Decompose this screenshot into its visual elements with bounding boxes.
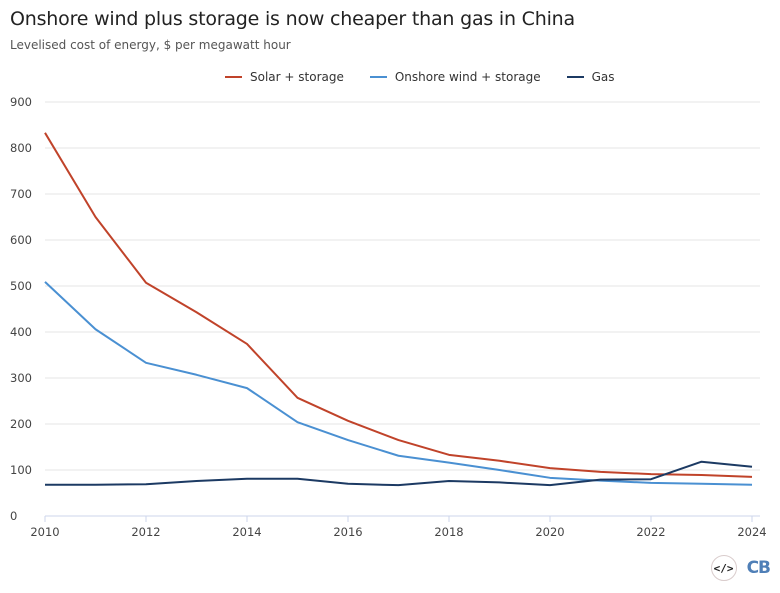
x-tick-label: 2010 xyxy=(30,525,59,539)
x-axis: 2010 2012 2014 2016 2018 2020 2022 2024 xyxy=(30,515,767,539)
series-line-solar-storage[interactable] xyxy=(44,132,753,478)
series-line-gas[interactable] xyxy=(45,460,753,487)
data-point[interactable] xyxy=(497,468,502,473)
legend-label-wind: Onshore wind + storage xyxy=(394,70,541,84)
data-point[interactable] xyxy=(750,474,755,479)
series-lines xyxy=(43,130,755,488)
data-point[interactable] xyxy=(750,464,755,469)
legend-item-solar[interactable]: Solar + storage xyxy=(225,70,344,84)
data-point[interactable] xyxy=(144,482,149,487)
y-tick-label: 900 xyxy=(10,95,32,109)
data-point[interactable] xyxy=(295,476,300,481)
data-point[interactable] xyxy=(93,215,98,220)
data-point[interactable] xyxy=(598,469,603,474)
carbon-brief-logo: CB xyxy=(746,558,771,578)
data-point[interactable] xyxy=(699,473,704,478)
data-point[interactable] xyxy=(548,466,553,471)
code-embed-icon[interactable]: </> xyxy=(710,555,737,581)
data-point[interactable] xyxy=(144,360,149,365)
y-tick-label: 0 xyxy=(10,509,17,523)
data-point[interactable] xyxy=(346,438,351,443)
data-point[interactable] xyxy=(447,479,452,484)
y-tick-label: 800 xyxy=(10,141,32,155)
series-line-onshore-wind-storage[interactable] xyxy=(44,281,753,486)
data-point[interactable] xyxy=(598,477,603,482)
x-tick-label: 2014 xyxy=(232,525,261,539)
data-point[interactable] xyxy=(497,458,502,463)
legend: Solar + storage Onshore wind + storage G… xyxy=(225,70,615,84)
y-tick-label: 500 xyxy=(10,279,32,293)
y-tick-label: 400 xyxy=(10,325,32,339)
data-point[interactable] xyxy=(93,327,98,332)
legend-swatch-solar xyxy=(225,76,242,78)
x-tick-label: 2012 xyxy=(131,525,160,539)
gridlines xyxy=(45,101,760,471)
legend-label-gas: Gas xyxy=(591,70,615,84)
data-point[interactable] xyxy=(295,395,300,400)
data-point[interactable] xyxy=(699,481,704,486)
y-tick-label: 700 xyxy=(10,187,32,201)
data-point[interactable] xyxy=(750,482,755,487)
legend-item-wind[interactable]: Onshore wind + storage xyxy=(369,70,541,84)
data-point[interactable] xyxy=(548,483,553,488)
data-point[interactable] xyxy=(396,453,401,458)
data-point[interactable] xyxy=(548,475,553,480)
data-point[interactable] xyxy=(245,341,250,346)
y-tick-label: 600 xyxy=(10,233,32,247)
data-point[interactable] xyxy=(194,372,199,377)
data-point[interactable] xyxy=(194,310,199,315)
x-tick-label: 2020 xyxy=(535,525,564,539)
data-point[interactable] xyxy=(396,483,401,488)
data-point[interactable] xyxy=(295,420,300,425)
legend-label-solar: Solar + storage xyxy=(250,70,344,84)
data-point[interactable] xyxy=(93,482,98,487)
x-tick-label: 2024 xyxy=(737,525,766,539)
y-axis-ticks: 0 100 200 300 400 500 600 700 800 900 xyxy=(10,95,32,523)
data-point[interactable] xyxy=(699,459,704,464)
data-point[interactable] xyxy=(43,482,48,487)
data-point[interactable] xyxy=(497,480,502,485)
data-point[interactable] xyxy=(245,386,250,391)
chart-subtitle: Levelised cost of energy, $ per megawatt… xyxy=(10,38,291,52)
legend-swatch-gas xyxy=(566,76,584,78)
y-tick-label: 100 xyxy=(10,463,32,477)
data-point[interactable] xyxy=(396,438,401,443)
data-point[interactable] xyxy=(245,476,250,481)
data-point[interactable] xyxy=(447,452,452,457)
chart-title: Onshore wind plus storage is now cheaper… xyxy=(10,8,575,30)
x-tick-label: 2018 xyxy=(434,525,463,539)
data-point[interactable] xyxy=(43,130,48,135)
data-point[interactable] xyxy=(144,280,149,285)
x-tick-label: 2022 xyxy=(636,525,665,539)
data-point[interactable] xyxy=(649,477,654,482)
data-point[interactable] xyxy=(346,481,351,486)
data-point[interactable] xyxy=(346,418,351,423)
legend-swatch-wind xyxy=(369,76,387,78)
data-point[interactable] xyxy=(649,472,654,477)
y-tick-label: 200 xyxy=(10,417,32,431)
y-tick-label: 300 xyxy=(10,371,32,385)
data-point[interactable] xyxy=(447,460,452,465)
data-point[interactable] xyxy=(43,279,48,284)
x-tick-label: 2016 xyxy=(333,525,362,539)
legend-item-gas[interactable]: Gas xyxy=(566,70,615,84)
data-point[interactable] xyxy=(194,479,199,484)
footer: </> CB xyxy=(710,555,771,581)
